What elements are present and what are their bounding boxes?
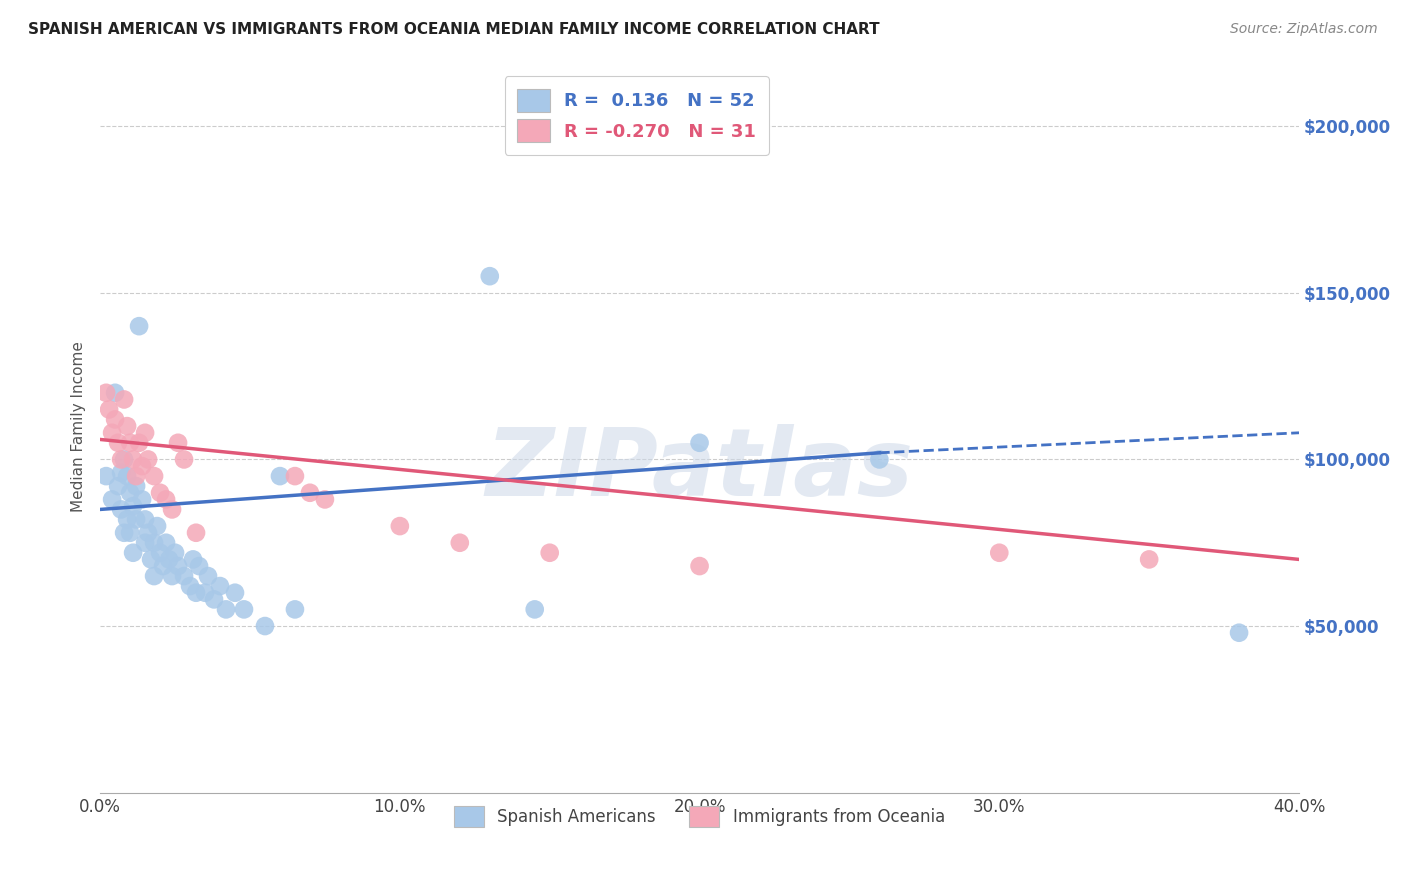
Point — [478, 269, 501, 284]
Point — [284, 469, 307, 483]
Point — [149, 485, 172, 500]
Legend: Spanish Americans, Immigrants from Oceania: Spanish Americans, Immigrants from Ocean… — [446, 797, 953, 836]
Text: ZIPatlas: ZIPatlas — [485, 424, 914, 516]
Point — [314, 492, 336, 507]
Point — [143, 569, 166, 583]
Point — [110, 452, 132, 467]
Point — [523, 602, 546, 616]
Point — [194, 585, 217, 599]
Point — [269, 469, 291, 483]
Point — [120, 525, 142, 540]
Point — [298, 485, 321, 500]
Point — [98, 402, 121, 417]
Point — [167, 435, 190, 450]
Point — [184, 525, 207, 540]
Point — [107, 435, 129, 450]
Point — [188, 559, 211, 574]
Point — [155, 535, 177, 549]
Point — [181, 552, 204, 566]
Point — [131, 459, 153, 474]
Point — [134, 535, 156, 549]
Point — [94, 469, 117, 483]
Point — [112, 525, 135, 540]
Point — [120, 485, 142, 500]
Point — [115, 512, 138, 526]
Point — [110, 466, 132, 480]
Point — [538, 546, 561, 560]
Point — [152, 559, 174, 574]
Point — [155, 492, 177, 507]
Point — [107, 479, 129, 493]
Point — [149, 546, 172, 560]
Point — [120, 435, 142, 450]
Point — [160, 569, 183, 583]
Point — [233, 602, 256, 616]
Point — [284, 602, 307, 616]
Point — [122, 452, 145, 467]
Point — [101, 425, 124, 440]
Point — [115, 469, 138, 483]
Point — [128, 319, 150, 334]
Text: SPANISH AMERICAN VS IMMIGRANTS FROM OCEANIA MEDIAN FAMILY INCOME CORRELATION CHA: SPANISH AMERICAN VS IMMIGRANTS FROM OCEA… — [28, 22, 880, 37]
Point — [160, 502, 183, 516]
Point — [122, 546, 145, 560]
Point — [167, 559, 190, 574]
Point — [224, 585, 246, 599]
Point — [388, 519, 411, 533]
Point — [139, 552, 162, 566]
Point — [1137, 552, 1160, 566]
Point — [94, 385, 117, 400]
Point — [689, 435, 711, 450]
Point — [112, 392, 135, 407]
Point — [165, 546, 187, 560]
Point — [136, 525, 159, 540]
Point — [215, 602, 238, 616]
Point — [112, 452, 135, 467]
Point — [202, 592, 225, 607]
Point — [104, 385, 127, 400]
Point — [184, 585, 207, 599]
Point — [868, 452, 890, 467]
Point — [146, 519, 169, 533]
Point — [173, 452, 195, 467]
Y-axis label: Median Family Income: Median Family Income — [72, 341, 86, 512]
Point — [136, 452, 159, 467]
Point — [449, 535, 471, 549]
Point — [134, 512, 156, 526]
Point — [131, 492, 153, 507]
Point — [125, 469, 148, 483]
Point — [179, 579, 201, 593]
Point — [689, 559, 711, 574]
Point — [253, 619, 276, 633]
Point — [104, 412, 127, 426]
Point — [125, 479, 148, 493]
Point — [988, 546, 1011, 560]
Point — [197, 569, 219, 583]
Text: Source: ZipAtlas.com: Source: ZipAtlas.com — [1230, 22, 1378, 37]
Point — [125, 512, 148, 526]
Point — [208, 579, 231, 593]
Point — [173, 569, 195, 583]
Point — [115, 419, 138, 434]
Point — [110, 502, 132, 516]
Point — [128, 435, 150, 450]
Point — [157, 552, 180, 566]
Point — [143, 469, 166, 483]
Point — [1227, 625, 1250, 640]
Point — [122, 499, 145, 513]
Point — [143, 535, 166, 549]
Point — [134, 425, 156, 440]
Point — [101, 492, 124, 507]
